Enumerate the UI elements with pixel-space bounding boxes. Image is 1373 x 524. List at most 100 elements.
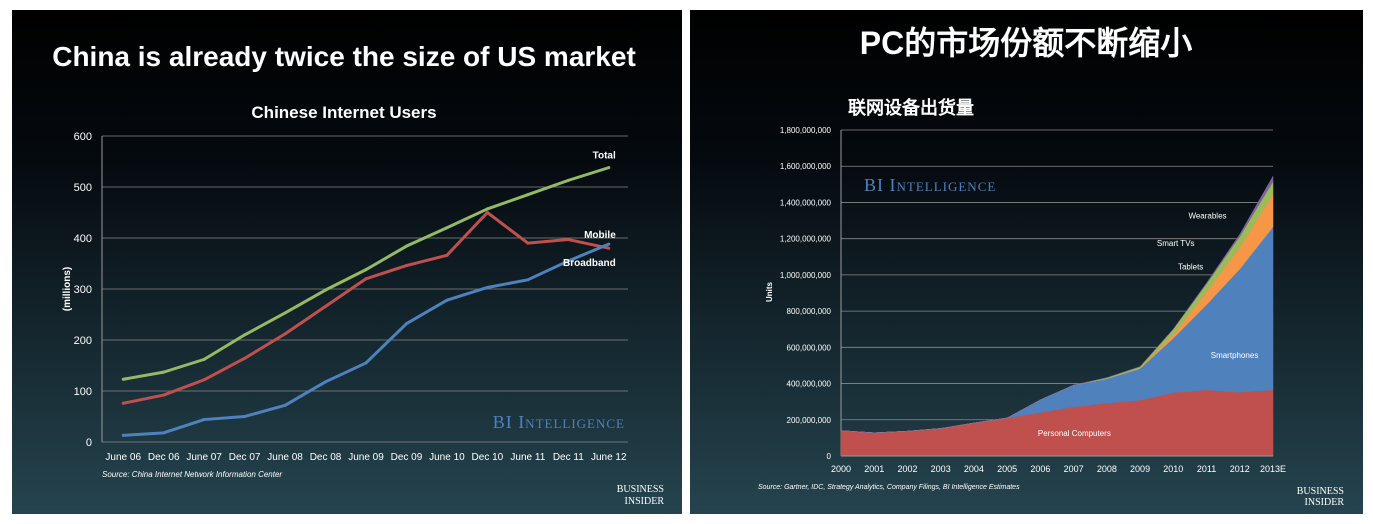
data-point-total	[202, 357, 206, 361]
x-tick-label: June 10	[429, 452, 465, 463]
chart-title: Chinese Internet Users	[251, 103, 436, 122]
slide-title: PC的市场份额不断缩小	[860, 25, 1192, 61]
data-point-mobile	[485, 211, 489, 214]
watermark-bi-intelligence: BI Intelligence	[493, 412, 625, 432]
data-point-broadband	[202, 418, 206, 422]
y-tick-label: 600	[74, 131, 92, 143]
x-tick-label: June 08	[267, 452, 303, 463]
x-tick-label: 2000	[831, 464, 851, 474]
data-point-broadband	[243, 415, 247, 418]
x-tick-label: June 09	[348, 452, 384, 463]
x-tick-label: Dec 10	[472, 452, 504, 463]
x-tick-label: Dec 06	[148, 452, 180, 463]
data-point-mobile	[445, 253, 449, 257]
data-point-total	[445, 226, 449, 230]
series-label-smartphones: Smartphones	[1211, 351, 1259, 360]
y-tick-label: 200,000,000	[787, 416, 832, 425]
y-tick-label: 0	[86, 437, 92, 449]
x-tick-label: Dec 07	[229, 452, 261, 463]
y-tick-label: 300	[74, 284, 92, 296]
y-tick-label: 600,000,000	[787, 343, 832, 352]
brand-line-2: INSIDER	[625, 496, 665, 507]
x-tick-label: June 07	[186, 452, 222, 463]
series-label-tablets: Tablets	[1178, 262, 1203, 271]
data-point-mobile	[324, 304, 328, 308]
data-point-broadband	[364, 361, 368, 365]
series-line-total	[122, 166, 610, 381]
data-point-total	[121, 377, 125, 381]
series-label-personal-computers: Personal Computers	[1038, 429, 1111, 438]
data-point-total	[283, 311, 287, 315]
x-tick-label: 2009	[1130, 464, 1150, 474]
source-note: Source: China Internet Network Informati…	[102, 470, 282, 479]
x-tick-label: 2007	[1064, 464, 1084, 474]
x-tick-label: Dec 09	[391, 452, 423, 463]
watermark-bi-intelligence: BI Intelligence	[864, 175, 996, 195]
y-tick-label: 500	[74, 182, 92, 194]
x-tick-label: 2010	[1163, 464, 1183, 474]
data-point-total	[485, 207, 489, 211]
area-chart-connected-device-shipments: PC的市场份额不断缩小 联网设备出货量 0 200,000,000 400,000,…	[758, 25, 1344, 508]
panel-china-internet-users: China is already twice the size of US ma…	[12, 10, 682, 514]
data-point-broadband	[162, 431, 166, 435]
y-tick-label: 1,800,000,000	[780, 126, 832, 135]
data-point-total	[526, 193, 530, 197]
chart-title: 联网设备出货量	[848, 97, 974, 118]
data-point-mobile	[566, 238, 570, 242]
data-point-broadband	[121, 433, 125, 437]
y-axis-label: Units	[765, 281, 774, 302]
data-point-broadband	[324, 380, 328, 384]
x-tick-label: 2002	[897, 464, 917, 474]
y-tick-label: 1,000,000,000	[780, 271, 832, 280]
data-point-broadband	[607, 242, 611, 246]
line-chart-chinese-internet-users: China is already twice the size of US ma…	[52, 41, 665, 507]
slide-title: China is already twice the size of US ma…	[52, 41, 636, 72]
y-tick-label: 200	[74, 335, 92, 347]
brand-line-1: BUSINESS	[1297, 486, 1344, 497]
data-point-mobile	[202, 378, 206, 382]
data-point-total	[324, 288, 328, 292]
data-point-broadband	[283, 403, 287, 407]
x-tick-label: June 06	[105, 452, 141, 463]
x-tick-label: June 12	[591, 452, 627, 463]
x-tick-label: Dec 11	[553, 452, 584, 463]
data-point-total	[243, 333, 247, 337]
series-label-mobile: Mobile	[584, 230, 616, 241]
data-point-mobile	[526, 241, 530, 245]
series-label-smart-tvs: Smart TVs	[1157, 239, 1195, 248]
data-point-broadband	[566, 259, 570, 263]
panel-connected-devices: PC的市场份额不断缩小 联网设备出货量 0 200,000,000 400,000,…	[690, 10, 1363, 514]
data-point-mobile	[364, 277, 368, 281]
series-line-mobile	[122, 211, 610, 405]
series-label-broadband: Broadband	[563, 258, 616, 269]
x-tick-label: 2013E	[1260, 464, 1286, 474]
data-point-total	[162, 370, 166, 374]
y-tick-label: 800,000,000	[787, 307, 832, 316]
y-axis-label: (millions)	[62, 267, 73, 311]
x-tick-label: 2004	[964, 464, 984, 474]
data-point-total	[607, 166, 611, 170]
x-tick-label: 2005	[997, 464, 1017, 474]
x-tick-label: 2006	[1030, 464, 1050, 474]
data-point-mobile	[607, 246, 611, 250]
data-point-mobile	[404, 264, 408, 268]
series-label-wearables: Wearables	[1188, 212, 1226, 221]
y-tick-label: 400,000,000	[787, 380, 832, 389]
data-point-mobile	[283, 332, 287, 336]
data-point-total	[566, 178, 570, 182]
data-point-broadband	[404, 322, 408, 326]
y-tick-label: 1,200,000,000	[780, 235, 832, 244]
source-note: Source: Gartner, IDC, Strategy Analytics…	[758, 484, 1020, 491]
y-tick-label: 100	[74, 386, 92, 398]
x-tick-label: 2003	[931, 464, 951, 474]
x-tick-label: 2011	[1197, 464, 1216, 474]
data-point-broadband	[485, 285, 489, 289]
y-tick-label: 400	[74, 233, 92, 245]
x-tick-label: Dec 08	[310, 452, 342, 463]
data-point-broadband	[526, 278, 530, 282]
data-point-mobile	[121, 401, 125, 405]
series-label-total: Total	[593, 151, 616, 162]
data-point-total	[364, 268, 368, 272]
x-tick-label: 2012	[1230, 464, 1250, 474]
y-tick-label: 1,600,000,000	[780, 162, 832, 171]
